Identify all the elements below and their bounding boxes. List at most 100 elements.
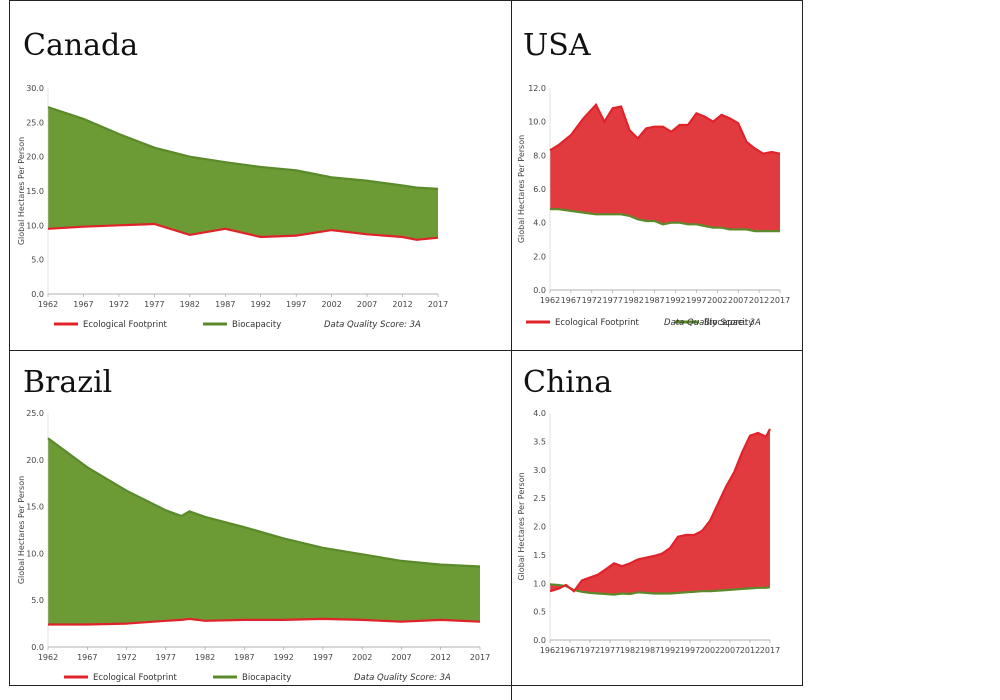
brazil-footprint-line — [48, 617, 481, 626]
usa-footprint-line — [549, 102, 781, 155]
china-xtick-label: 1962 — [540, 646, 560, 655]
china-ytick-label: 3.5 — [533, 437, 546, 446]
canada-xtick-label: 2017 — [428, 300, 448, 309]
china-xtick-label: 1992 — [660, 646, 680, 655]
brazil-xtick-label: 1972 — [116, 653, 136, 662]
usa-ytick-label: 4.0 — [533, 219, 546, 228]
china-xtick-label: 1972 — [580, 646, 600, 655]
usa-ylabel: Global Hectares Per Person — [517, 135, 526, 243]
canada-xtick-label: 2007 — [357, 300, 377, 309]
brazil-xtick-label: 2007 — [391, 653, 411, 662]
brazil-ytick-label: 25.0 — [26, 409, 44, 418]
brazil-ytick-label: 15.0 — [26, 503, 44, 512]
canada-xtick-label: 1972 — [109, 300, 129, 309]
china-xtick-label: 2007 — [720, 646, 740, 655]
brazil-xtick-label: 1992 — [273, 653, 293, 662]
canada-xtick-label: 1977 — [144, 300, 164, 309]
china-ylabel: Global Hectares Per Person — [517, 472, 526, 580]
brazil-xtick-label: 1962 — [38, 653, 58, 662]
china-xtick-label: 2002 — [700, 646, 720, 655]
china-ytick-label: 1.0 — [533, 579, 546, 588]
canada-xtick-label: 1987 — [215, 300, 235, 309]
usa-xtick-label: 1967 — [561, 296, 581, 305]
canada-xtick-label: 1992 — [251, 300, 271, 309]
china-xtick-label: 1982 — [620, 646, 640, 655]
usa-ytick-label: 0.0 — [533, 286, 546, 295]
china-xtick-label: 1987 — [640, 646, 660, 655]
canada-ylabel: Global Hectares Per Person — [17, 137, 26, 245]
usa-gap-area — [550, 104, 780, 232]
usa-xtick-label: 1982 — [623, 296, 643, 305]
brazil-xtick-label: 2012 — [431, 653, 451, 662]
charts-grid — [9, 0, 803, 686]
canada-ytick-label: 0.0 — [31, 290, 44, 299]
brazil-ytick-label: 5.0 — [31, 596, 44, 605]
brazil-title: Brazil — [23, 365, 113, 400]
china-ytick-label: 3.0 — [533, 466, 546, 475]
usa-ytick-label: 6.0 — [533, 185, 546, 194]
china-ytick-label: 4.0 — [533, 409, 546, 418]
brazil-xtick-label: 1982 — [195, 653, 215, 662]
canada-ytick-label: 25.0 — [26, 118, 44, 127]
usa-title: USA — [523, 28, 591, 63]
brazil-xtick-label: 1967 — [77, 653, 97, 662]
china-xtick-label: 1997 — [680, 646, 700, 655]
china-ytick-label: 0.0 — [533, 636, 546, 645]
china-footprint-line — [549, 428, 771, 593]
usa-xtick-label: 1972 — [582, 296, 602, 305]
usa-xtick-label: 2017 — [770, 296, 790, 305]
usa-xtick-label: 1962 — [540, 296, 560, 305]
usa-legend-label: Ecological Footprint — [555, 318, 639, 328]
china-ytick-label: 0.5 — [533, 608, 546, 617]
usa-xtick-label: 1987 — [644, 296, 664, 305]
canada-footprint-line — [47, 222, 439, 241]
canada-xtick-label: 1967 — [73, 300, 93, 309]
panel-divider-horizontal — [9, 350, 803, 351]
canada-xtick-label: 1982 — [180, 300, 200, 309]
canada-xtick-label: 2002 — [321, 300, 341, 309]
brazil-legend-label: Ecological Footprint — [93, 673, 177, 683]
china-ytick-label: 2.5 — [533, 494, 546, 503]
usa-data-quality: Data Quality Score: 3A — [664, 318, 761, 328]
brazil-ytick-label: 0.0 — [31, 643, 44, 652]
brazil-biocapacity-line — [47, 437, 481, 568]
brazil-data-quality: Data Quality Score: 3A — [354, 673, 451, 683]
china-title: China — [523, 365, 613, 400]
china-biocapacity-line — [549, 583, 771, 596]
canada-biocapacity-line — [47, 106, 439, 190]
canada-ytick-label: 20.0 — [26, 153, 44, 162]
usa-xtick-label: 2012 — [749, 296, 769, 305]
usa-ytick-label: 12.0 — [528, 84, 546, 93]
usa-xtick-label: 1997 — [686, 296, 706, 305]
china-xtick-label: 1967 — [560, 646, 580, 655]
usa-ytick-label: 8.0 — [533, 151, 546, 160]
brazil-xtick-label: 2002 — [352, 653, 372, 662]
canada-legend-label: Biocapacity — [232, 320, 281, 330]
china-xtick-label: 2012 — [740, 646, 760, 655]
canada-ytick-label: 10.0 — [26, 221, 44, 230]
canada-title: Canada — [23, 28, 139, 63]
usa-xtick-label: 1977 — [603, 296, 623, 305]
brazil-xtick-label: 1987 — [234, 653, 254, 662]
canada-ytick-label: 5.0 — [31, 256, 44, 265]
china-xtick-label: 1977 — [600, 646, 620, 655]
usa-ytick-label: 10.0 — [528, 118, 546, 127]
usa-legend-label: Biocapacity — [704, 318, 753, 328]
brazil-xtick-label: 1977 — [156, 653, 176, 662]
china-gap-area — [550, 428, 770, 595]
brazil-chart: 0.0 5.0 10.0 15.0 20.0 25.0 1962 1967 1972 1977 19… — [17, 409, 490, 683]
brazil-gap-area — [48, 438, 480, 625]
usa-xtick-label: 1992 — [665, 296, 685, 305]
canada-xtick-label: 2012 — [392, 300, 412, 309]
brazil-xtick-label: 2017 — [470, 653, 490, 662]
brazil-ytick-label: 20.0 — [26, 456, 44, 465]
china-ytick-label: 2.0 — [533, 523, 546, 532]
brazil-ylabel: Global Hectares Per Person — [17, 476, 26, 584]
brazil-xtick-label: 1997 — [313, 653, 333, 662]
china-ytick-label: 1.5 — [533, 551, 546, 560]
usa-xtick-label: 2007 — [728, 296, 748, 305]
canada-gap-area — [48, 107, 438, 240]
canada-xtick-label: 1962 — [38, 300, 58, 309]
